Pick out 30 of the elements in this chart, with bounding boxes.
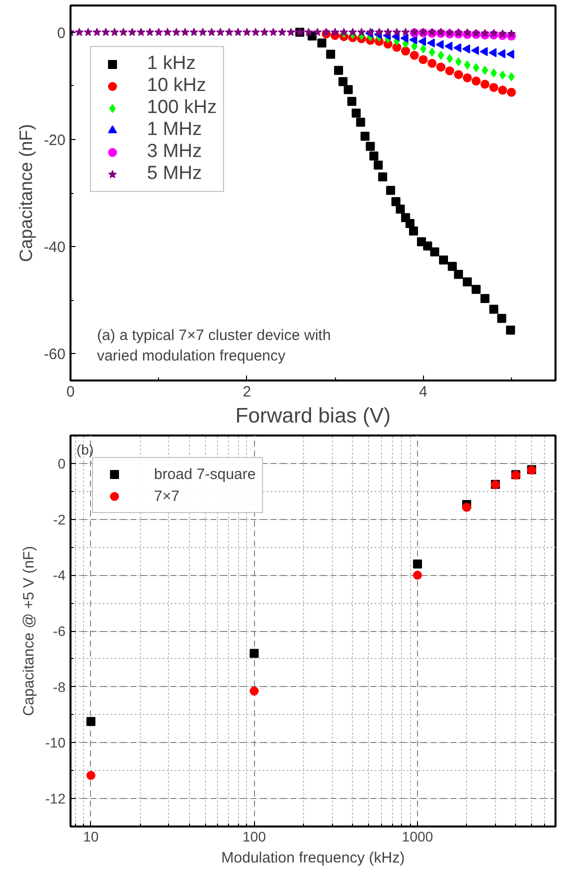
- y-tick-label: -6: [53, 623, 66, 639]
- x-tick-label: 2: [242, 384, 252, 400]
- legend-label: 1 MHz: [147, 119, 202, 141]
- legend-label: 5 MHz: [147, 163, 202, 185]
- y-axis-title: Capacitance (nF): [16, 124, 36, 262]
- y-axis-title: Capacitance @ +5 V (nF): [20, 546, 38, 716]
- legend-label: 7×7: [154, 488, 180, 504]
- y-tick-label: -60: [44, 346, 66, 364]
- y-tick-label: -8: [53, 678, 66, 695]
- annotation: (b): [76, 442, 94, 458]
- annotation: (a) a typical 7×7 cluster device with varied modulation frequency: [96, 327, 331, 364]
- legend-label: 100 kHz: [147, 97, 217, 119]
- x-axis-title: Modulation frequency (kHz): [221, 850, 405, 866]
- x-tick-label: 100: [242, 828, 266, 844]
- legend-label: 1 kHz: [147, 53, 196, 75]
- legend-label: 10 kHz: [147, 75, 206, 97]
- y-tick-label: 0: [57, 24, 66, 42]
- y-tick-label: -10: [45, 734, 66, 751]
- x-tick-label: 10: [83, 828, 99, 844]
- y-tick-label: 0: [58, 455, 66, 472]
- x-tick-label: 1000: [402, 828, 434, 844]
- y-tick-label: -4: [53, 567, 66, 584]
- y-tick-label: -40: [44, 239, 66, 256]
- x-tick-label: 4: [419, 384, 428, 400]
- y-tick-label: -2: [53, 511, 66, 528]
- legend-label: broad 7-square: [154, 466, 256, 482]
- legend-label: 3 MHz: [147, 141, 202, 163]
- x-axis-title: Forward bias (V): [235, 404, 391, 428]
- y-tick-label: -12: [45, 790, 66, 807]
- y-tick-label: -20: [44, 132, 66, 149]
